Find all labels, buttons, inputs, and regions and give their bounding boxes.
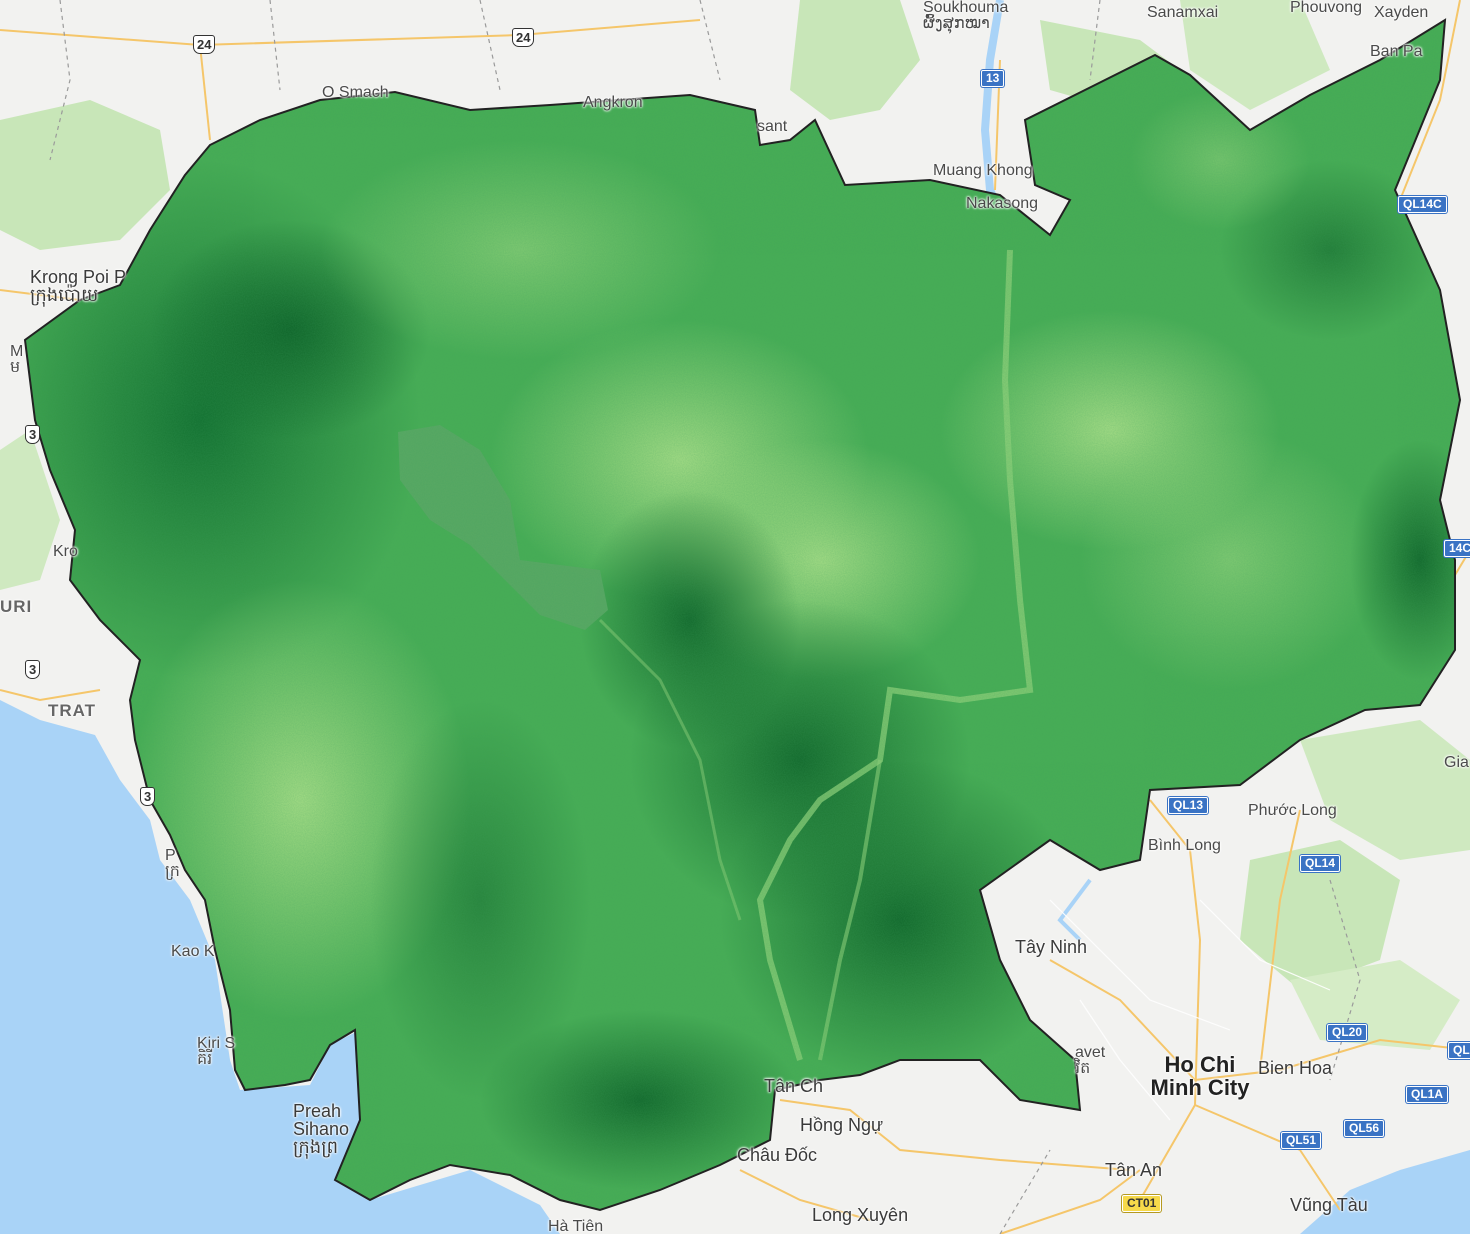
- place-label: Nakasong: [966, 195, 1039, 212]
- place-label: Angkron: [583, 94, 643, 111]
- forest-patch: [1300, 720, 1470, 860]
- mekong-delta-land: [650, 1150, 820, 1234]
- place-label: Châu Đốc: [737, 1145, 818, 1165]
- road-shield: 3: [25, 425, 41, 444]
- forest-patch: [1240, 840, 1400, 990]
- forest-patch: [1180, 0, 1330, 110]
- road-shield: QL14: [1300, 855, 1341, 872]
- place-label: Bien Hoa: [1258, 1058, 1333, 1078]
- place-label: Tân Ch: [764, 1076, 824, 1096]
- region-label: URI: [0, 597, 33, 616]
- road-shield: QL51: [1281, 1132, 1322, 1149]
- place-label: Kao K: [171, 943, 215, 960]
- place-label: O Smach: [322, 84, 389, 101]
- road-shield: 24: [512, 28, 535, 47]
- place-label: Bình Long: [1148, 837, 1221, 854]
- forest-patch: [0, 430, 60, 590]
- road-shield: QL14C: [1398, 196, 1447, 213]
- road-shield: QL: [1448, 1042, 1470, 1059]
- place-label: Krong Poi P ក្រុងប៉ោយ: [30, 267, 127, 305]
- place-label: Muang Khong: [933, 162, 1033, 179]
- road-shield: CT01: [1122, 1195, 1162, 1212]
- place-label: Vũng Tàu: [1290, 1195, 1368, 1215]
- road-shield: QL1A: [1406, 1086, 1449, 1103]
- place-label: Long Xuyên: [812, 1205, 909, 1225]
- forest-patch: [790, 0, 920, 120]
- place-label: avet វិត: [1075, 1044, 1106, 1077]
- forest-patch: [0, 100, 170, 250]
- road-shield: QL13: [1168, 797, 1209, 814]
- minor-roads: [1049, 899, 1331, 1121]
- place-label: Kiri S គិរី: [197, 1035, 236, 1068]
- place-label: Soukhouma ຜົ້ງສຸກໝາ: [923, 0, 1009, 32]
- place-label: sant: [757, 118, 788, 135]
- road-shield: 13: [981, 70, 1005, 87]
- road-shield: 3: [25, 660, 41, 679]
- place-label: Sanamxai: [1147, 4, 1219, 21]
- place-label: Kro: [53, 543, 78, 560]
- road-shield: 24: [193, 35, 216, 54]
- city-label-ho-chi-minh: Ho Chi Minh City: [1150, 1052, 1250, 1101]
- south-china-sea: [1300, 1150, 1470, 1234]
- place-label: P ក្រ: [165, 847, 180, 880]
- reservoir: [1057, 878, 1092, 942]
- road-shield: QL56: [1344, 1120, 1385, 1137]
- place-label: Hồng Ngự: [800, 1115, 884, 1135]
- place-label: Phước Long: [1248, 802, 1337, 819]
- place-label: Phouvong: [1290, 0, 1363, 16]
- place-label: Gia: [1444, 754, 1469, 771]
- place-label: Xayden: [1374, 4, 1429, 21]
- region-label: TRAT: [48, 701, 97, 720]
- road-shield: QL20: [1327, 1024, 1368, 1041]
- place-label: Tân An: [1105, 1160, 1163, 1180]
- place-label: Hà Tiên: [548, 1218, 604, 1234]
- road-shield: 14C: [1444, 540, 1470, 557]
- road-shield: 3: [140, 787, 156, 806]
- place-label: Ban Pa: [1370, 43, 1423, 60]
- place-label: Preah Sihano ក្រុងព្រ: [293, 1101, 350, 1157]
- gulf-of-thailand: [0, 700, 560, 1234]
- admin-boundaries: [49, 0, 1361, 1234]
- place-label: Tây Ninh: [1015, 937, 1088, 957]
